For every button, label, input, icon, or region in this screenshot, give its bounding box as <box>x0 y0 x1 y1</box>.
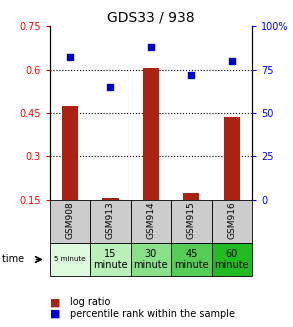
Text: GSM914: GSM914 <box>146 202 155 239</box>
Point <box>68 55 72 60</box>
Point <box>189 72 194 77</box>
Text: GSM916: GSM916 <box>227 202 236 239</box>
Text: GSM908: GSM908 <box>66 202 74 239</box>
Bar <box>131 200 171 243</box>
Point <box>229 58 234 63</box>
Text: GSM915: GSM915 <box>187 202 196 239</box>
Bar <box>212 200 252 243</box>
Text: time: time <box>2 254 28 265</box>
Text: 15
minute: 15 minute <box>93 249 128 270</box>
Text: 30
minute: 30 minute <box>134 249 168 270</box>
Text: log ratio: log ratio <box>70 298 111 307</box>
Text: ■: ■ <box>50 298 60 307</box>
Bar <box>171 200 212 243</box>
Bar <box>171 243 212 276</box>
Text: 5 minute: 5 minute <box>54 256 86 263</box>
Text: GSM913: GSM913 <box>106 202 115 239</box>
Bar <box>62 106 78 200</box>
Bar <box>131 243 171 276</box>
Bar <box>102 198 119 200</box>
Text: ■: ■ <box>50 309 60 319</box>
Text: percentile rank within the sample: percentile rank within the sample <box>70 309 235 319</box>
Bar <box>212 243 252 276</box>
Bar <box>143 68 159 200</box>
Bar <box>90 200 131 243</box>
Bar <box>224 117 240 200</box>
Title: GDS33 / 938: GDS33 / 938 <box>107 11 195 25</box>
Point <box>108 84 113 90</box>
Bar <box>50 200 90 243</box>
Bar <box>183 193 200 200</box>
Bar <box>50 243 90 276</box>
Point <box>149 44 153 50</box>
Text: 60
minute: 60 minute <box>214 249 249 270</box>
Text: 45
minute: 45 minute <box>174 249 209 270</box>
Bar <box>90 243 131 276</box>
